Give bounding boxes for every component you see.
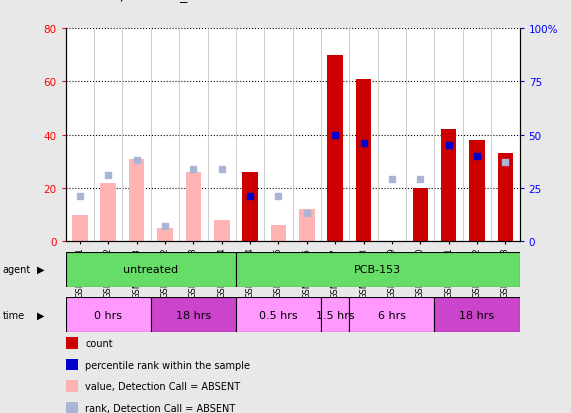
Text: ▶: ▶	[37, 310, 45, 320]
Text: count: count	[85, 338, 112, 348]
Text: untreated: untreated	[123, 264, 178, 275]
Text: 6 hrs: 6 hrs	[378, 310, 406, 320]
Text: 18 hrs: 18 hrs	[176, 310, 211, 320]
Bar	[356, 157, 371, 242]
Bar	[271, 225, 286, 242]
Bar	[242, 212, 258, 242]
Bar	[186, 173, 201, 242]
Text: PCB-153: PCB-153	[354, 264, 401, 275]
Bar	[72, 215, 88, 242]
Bar	[236, 252, 520, 287]
Bar	[412, 188, 428, 242]
Bar	[151, 297, 236, 332]
Bar	[356, 79, 371, 242]
Text: agent: agent	[3, 264, 31, 275]
Bar	[441, 130, 456, 242]
Bar	[497, 154, 513, 242]
Text: 0.5 hrs: 0.5 hrs	[259, 310, 297, 320]
Text: value, Detection Call = ABSENT: value, Detection Call = ABSENT	[85, 381, 240, 391]
Bar	[299, 210, 315, 242]
Bar	[214, 221, 230, 242]
Bar	[66, 297, 151, 332]
Bar	[66, 252, 236, 287]
Bar	[129, 159, 144, 242]
Text: 0 hrs: 0 hrs	[94, 310, 122, 320]
Bar	[469, 140, 485, 242]
Text: 1.5 hrs: 1.5 hrs	[316, 310, 355, 320]
Text: ▶: ▶	[37, 264, 45, 275]
Bar	[157, 228, 173, 242]
Bar	[236, 297, 321, 332]
Bar	[242, 173, 258, 242]
Text: rank, Detection Call = ABSENT: rank, Detection Call = ABSENT	[85, 403, 235, 413]
Text: GDS3954 / 205451_at: GDS3954 / 205451_at	[60, 0, 203, 2]
Text: 18 hrs: 18 hrs	[460, 310, 494, 320]
Bar	[327, 55, 343, 242]
Bar	[100, 183, 116, 242]
Text: percentile rank within the sample: percentile rank within the sample	[85, 360, 250, 370]
Bar	[321, 297, 349, 332]
Bar	[349, 297, 435, 332]
Bar	[435, 297, 520, 332]
Text: time: time	[3, 310, 25, 320]
